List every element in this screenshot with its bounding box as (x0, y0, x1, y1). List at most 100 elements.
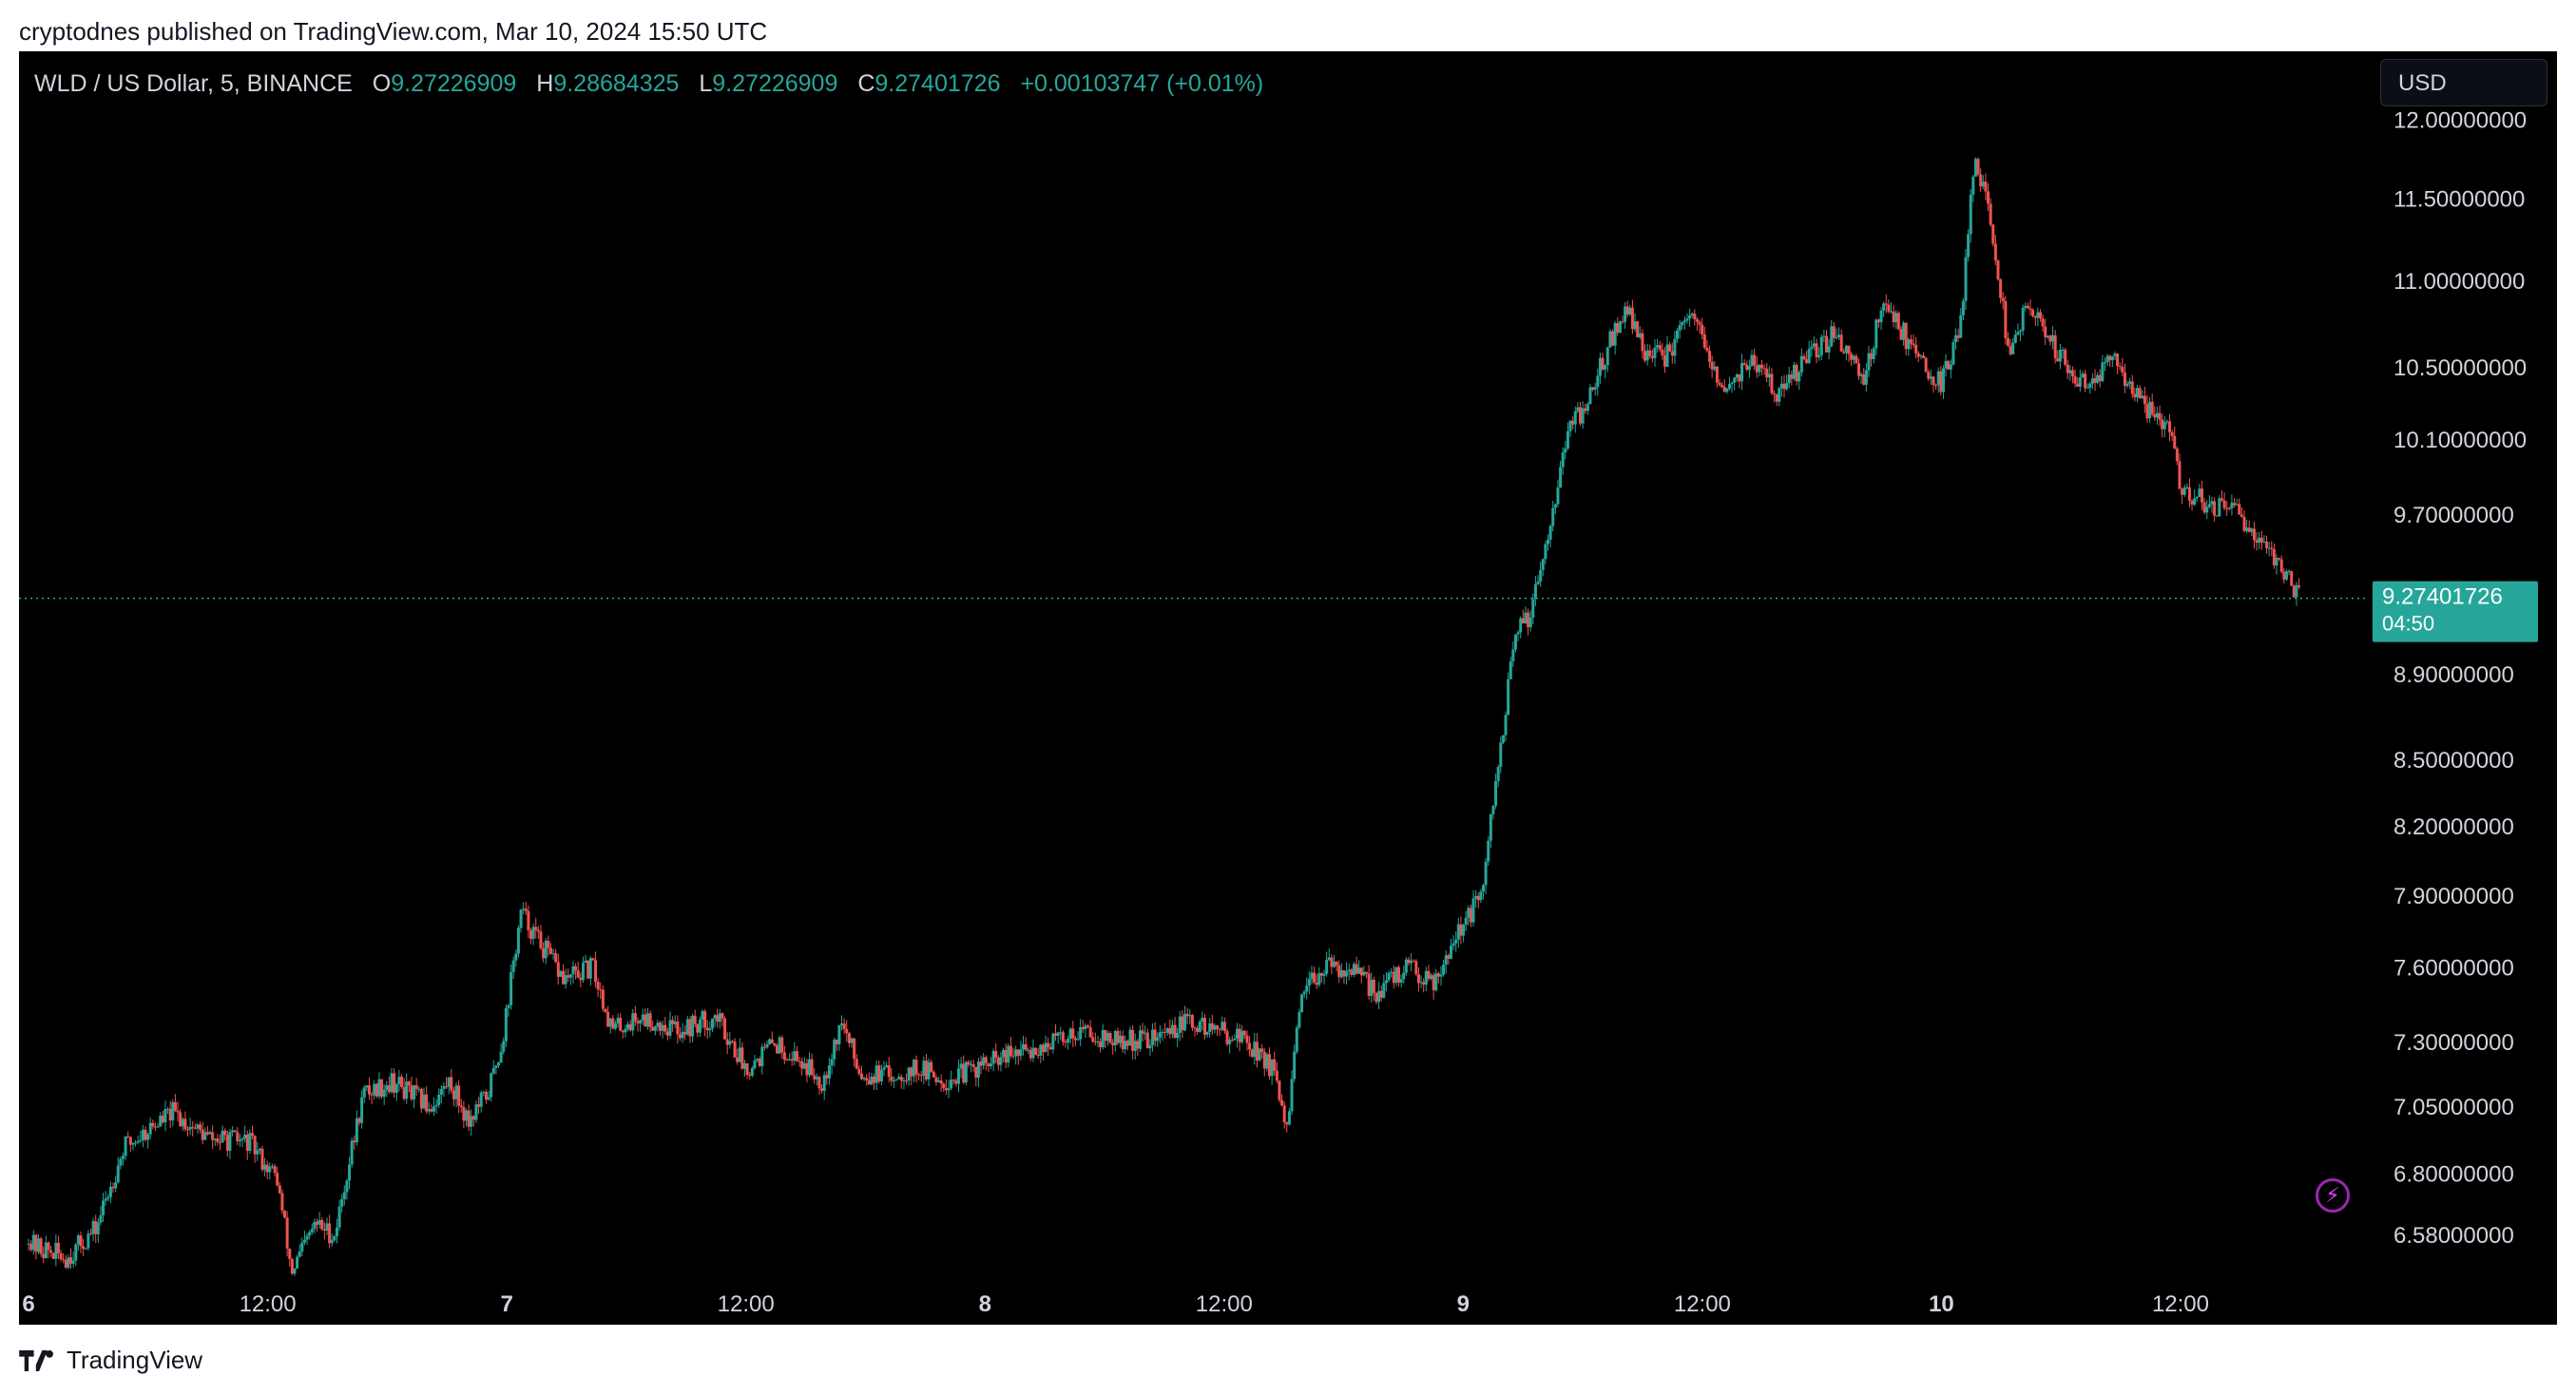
candle-body-137 (367, 1085, 371, 1095)
candle-body-373 (954, 1080, 958, 1084)
chart-frame[interactable]: 12.00000000 11.50000000 11.00000000 10.5000… (19, 51, 2557, 1325)
candle-body-763 (1924, 357, 1928, 373)
candle-body-590 (1494, 781, 1498, 806)
candle-body-580 (1469, 908, 1472, 923)
candle-body-429 (1093, 1041, 1097, 1043)
candle-body-636 (1608, 331, 1612, 348)
candle-body-78 (221, 1130, 224, 1143)
candle-body-599 (1516, 632, 1520, 635)
candle-body-313 (805, 1062, 809, 1076)
candle-body-656 (1658, 345, 1662, 350)
candle-body-504 (1280, 1099, 1284, 1106)
candle-body-458 (1165, 1027, 1169, 1033)
candle-body-554 (1404, 959, 1408, 973)
candle-body-100 (276, 1173, 279, 1186)
candle-body-16 (67, 1257, 70, 1268)
candle-body-23 (84, 1248, 87, 1250)
candle-body-210 (548, 947, 552, 954)
candle-body-901 (2267, 547, 2271, 549)
candle-body-662 (1673, 338, 1677, 356)
candle-body-125 (337, 1206, 341, 1228)
candle-body-711 (1795, 364, 1798, 382)
candle-body-260 (673, 1022, 677, 1024)
price-tag-value: 9.27401726 (2382, 584, 2503, 610)
candle-body-530 (1345, 971, 1349, 977)
candle-body-786 (1981, 182, 1985, 187)
candle-body-19 (74, 1244, 78, 1261)
lightning-bolt-icon[interactable]: ⚡ (2316, 1178, 2350, 1213)
candle-body-269 (696, 1023, 700, 1033)
candle-body-765 (1929, 376, 1932, 379)
candle-body-159 (422, 1094, 426, 1109)
candle-body-118 (320, 1219, 324, 1230)
candle-body-242 (628, 1023, 632, 1031)
candle-body-17 (69, 1257, 73, 1264)
candle-body-731 (1844, 345, 1848, 354)
candle-body-551 (1397, 966, 1401, 984)
candle-body-549 (1392, 971, 1395, 984)
candle-body-403 (1028, 1049, 1032, 1059)
candle-body-60 (176, 1110, 180, 1113)
candle-body-441 (1124, 1041, 1127, 1050)
candle-body-249 (645, 1013, 649, 1027)
candle-body-870 (2190, 501, 2194, 505)
candle-body-683 (1725, 388, 1729, 392)
candle-body-860 (2165, 421, 2169, 423)
candle-body-587 (1487, 840, 1490, 862)
candle-body-868 (2185, 487, 2189, 488)
candle-body-776 (1956, 334, 1960, 338)
candle-body-890 (2240, 514, 2243, 517)
candle-body-357 (914, 1060, 918, 1075)
candle-body-92 (256, 1150, 260, 1155)
candle-body-475 (1208, 1022, 1212, 1032)
candle-body-227 (591, 958, 595, 961)
candle-body-46 (141, 1129, 144, 1140)
candle-body-619 (1566, 430, 1569, 449)
candle-body-726 (1832, 326, 1836, 338)
price-chart[interactable]: 12.00000000 11.50000000 11.00000000 10.5000… (19, 51, 2557, 1325)
candle-body-153 (407, 1081, 411, 1086)
candle-body-317 (815, 1077, 818, 1080)
candle-body-404 (1031, 1047, 1035, 1059)
candle-body-888 (2235, 504, 2239, 506)
candle-body-478 (1216, 1025, 1220, 1029)
candle-body-185 (487, 1097, 490, 1100)
symbol-title[interactable]: WLD / US Dollar, 5, BINANCE (34, 70, 353, 97)
candle-body-75 (213, 1138, 217, 1140)
candle-body-302 (778, 1037, 781, 1054)
candle-body-128 (345, 1180, 349, 1193)
candle-body-502 (1275, 1070, 1278, 1081)
candle-body-246 (639, 1020, 643, 1023)
candle-body-568 (1439, 974, 1443, 977)
currency-selector[interactable]: USD (2380, 59, 2547, 106)
candle-body-93 (258, 1148, 261, 1151)
candle-body-896 (2255, 540, 2259, 544)
candle-body-217 (567, 975, 570, 978)
candle-body-438 (1116, 1030, 1120, 1043)
candle-body-704 (1778, 388, 1781, 402)
candle-body-769 (1939, 371, 1943, 392)
candle-body-852 (2145, 404, 2149, 419)
candle-body-792 (1996, 260, 2000, 280)
candle-body-291 (750, 1067, 754, 1076)
candle-body-283 (730, 1041, 734, 1042)
candle-body-677 (1710, 361, 1714, 370)
candle-body-354 (907, 1067, 911, 1081)
candle-body-437 (1113, 1030, 1117, 1045)
candle-body-151 (402, 1086, 406, 1099)
candle-body-4 (37, 1238, 41, 1252)
candle-body-90 (251, 1133, 255, 1137)
candle-body-13 (59, 1252, 63, 1260)
candle-body-233 (606, 1012, 610, 1027)
candle-body-446 (1136, 1041, 1140, 1049)
candle-body-591 (1496, 767, 1500, 782)
candle-body-399 (1019, 1049, 1023, 1056)
candle-body-904 (2275, 558, 2278, 566)
candle-body-20 (76, 1235, 80, 1245)
candle-body-773 (1949, 364, 1952, 370)
candle-body-728 (1837, 334, 1841, 337)
candle-body-361 (924, 1061, 928, 1080)
candle-body-743 (1874, 319, 1878, 349)
candle-body-630 (1593, 387, 1597, 390)
candle-body-53 (159, 1116, 163, 1127)
